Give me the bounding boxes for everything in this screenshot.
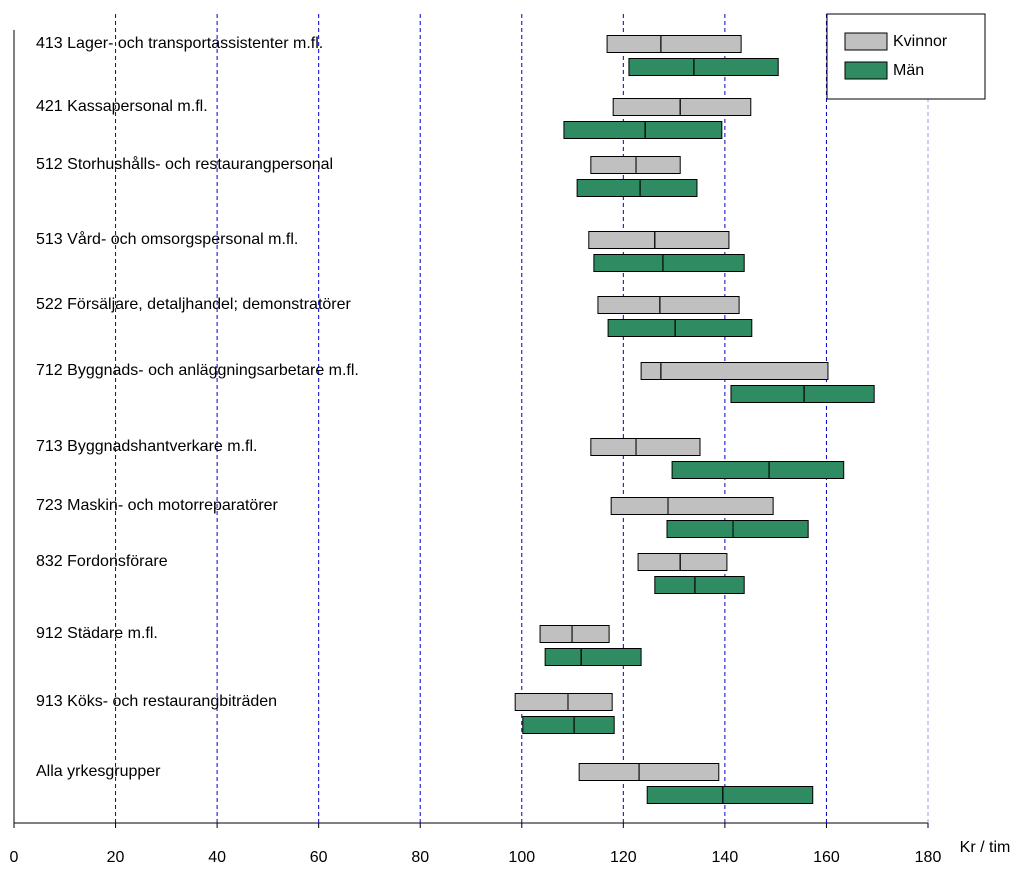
range-lower bbox=[606, 35, 662, 53]
category-label: 832 Fordonsförare bbox=[36, 553, 168, 570]
range-upper bbox=[674, 319, 753, 337]
category-label: 513 Vård- och omsorgspersonal m.fl. bbox=[36, 230, 298, 248]
range-lower bbox=[578, 763, 640, 781]
range-upper bbox=[662, 254, 745, 272]
range-upper bbox=[567, 693, 613, 711]
x-tick-label: 140 bbox=[712, 849, 739, 866]
range-upper bbox=[580, 648, 642, 666]
range-upper bbox=[803, 385, 875, 403]
range-lower bbox=[637, 553, 681, 571]
legend-box bbox=[826, 13, 986, 100]
range-upper bbox=[638, 763, 720, 781]
range-upper bbox=[768, 461, 845, 479]
range-lower bbox=[607, 319, 676, 337]
range-lower bbox=[590, 156, 637, 174]
range-upper bbox=[654, 231, 730, 249]
range-lower bbox=[514, 693, 569, 711]
range-lower bbox=[666, 520, 734, 538]
range-upper bbox=[694, 576, 745, 594]
range-upper bbox=[571, 625, 610, 643]
legend-label: Kvinnor bbox=[893, 33, 948, 50]
x-tick-label: 60 bbox=[310, 849, 328, 866]
category-label: 713 Byggnadshantverkare m.fl. bbox=[36, 438, 257, 455]
range-upper bbox=[660, 362, 829, 380]
range-lower bbox=[597, 296, 661, 314]
range-upper bbox=[679, 553, 728, 571]
x-tick-label: 160 bbox=[813, 849, 840, 866]
range-upper bbox=[639, 179, 698, 197]
range-upper bbox=[659, 296, 740, 314]
range-lower bbox=[628, 58, 695, 76]
category-label: 712 Byggnads- och anläggningsarbetare m.… bbox=[36, 362, 359, 379]
range-lower bbox=[522, 716, 575, 734]
x-tick-label: 40 bbox=[208, 849, 226, 866]
category-label: 912 Städare m.fl. bbox=[36, 625, 158, 642]
range-lower bbox=[539, 625, 573, 643]
x-axis-label: Kr / tim bbox=[960, 839, 1011, 856]
range-upper bbox=[679, 98, 752, 116]
range-lower bbox=[640, 362, 662, 380]
category-label: Alla yrkesgrupper bbox=[36, 763, 161, 780]
range-lower bbox=[590, 438, 637, 456]
range-lower bbox=[576, 179, 641, 197]
range-upper bbox=[635, 438, 701, 456]
legend-label: Män bbox=[893, 62, 924, 79]
x-tick-label: 0 bbox=[10, 849, 19, 866]
x-tick-label: 100 bbox=[508, 849, 535, 866]
range-upper bbox=[667, 497, 774, 515]
range-upper bbox=[693, 58, 779, 76]
range-lower bbox=[612, 98, 681, 116]
range-lower bbox=[593, 254, 664, 272]
range-upper bbox=[722, 786, 814, 804]
legend-swatch bbox=[844, 32, 888, 51]
category-label: 522 Försäljare, detaljhandel; demonstrat… bbox=[36, 296, 352, 313]
range-upper bbox=[660, 35, 742, 53]
category-label: 723 Maskin- och motorreparatörer bbox=[36, 497, 279, 514]
range-lower bbox=[654, 576, 696, 594]
range-lower bbox=[610, 497, 669, 515]
legend-swatch bbox=[844, 61, 888, 80]
category-label: 413 Lager- och transportassistenter m.fl… bbox=[36, 35, 323, 52]
category-label: 512 Storhushålls- och restaurangpersonal bbox=[36, 155, 333, 173]
category-label: 421 Kassapersonal m.fl. bbox=[36, 98, 208, 115]
x-tick-label: 80 bbox=[411, 849, 429, 866]
x-tick-label: 120 bbox=[610, 849, 637, 866]
category-label: 913 Köks- och restaurangbiträden bbox=[36, 693, 277, 710]
range-lower bbox=[563, 121, 646, 139]
range-upper bbox=[732, 520, 809, 538]
x-tick-label: 20 bbox=[107, 849, 125, 866]
range-lower bbox=[671, 461, 770, 479]
range-lower bbox=[588, 231, 656, 249]
range-lower bbox=[544, 648, 582, 666]
range-upper bbox=[635, 156, 681, 174]
range-lower bbox=[646, 786, 724, 804]
x-tick-label: 180 bbox=[915, 849, 942, 866]
range-upper bbox=[573, 716, 615, 734]
range-upper bbox=[644, 121, 723, 139]
range-lower bbox=[730, 385, 805, 403]
